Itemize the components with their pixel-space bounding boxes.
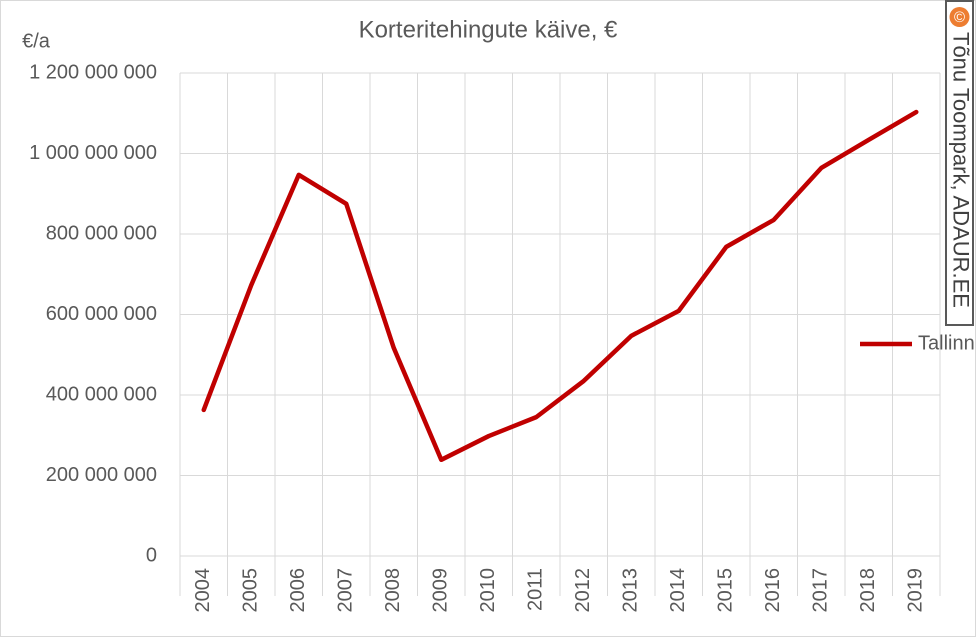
y-tick-label: 600 000 000 xyxy=(46,303,157,325)
watermark-box xyxy=(945,0,974,326)
x-tick-label: 2018 xyxy=(857,568,879,613)
x-tick-label: 2011 xyxy=(525,568,547,611)
x-tick-label: 2016 xyxy=(762,568,784,613)
chart-title: Korteritehingute käive, € xyxy=(359,16,618,43)
x-tick-label: 2005 xyxy=(240,568,262,613)
x-tick-label: 2009 xyxy=(430,568,452,613)
x-tick-label: 2019 xyxy=(905,568,927,613)
watermark-symbol: © xyxy=(954,9,965,26)
watermark-text: Tõnu Toompark, ADAUR.EE xyxy=(949,32,974,308)
x-tick-label: 2006 xyxy=(287,568,309,613)
y-tick-label: 800 000 000 xyxy=(46,222,157,244)
y-tick-label: 400 000 000 xyxy=(46,383,157,405)
x-tick-label: 2004 xyxy=(192,568,214,613)
x-tick-label: 2017 xyxy=(810,568,832,613)
x-tick-label: 2012 xyxy=(572,568,594,613)
x-tick-label: 2013 xyxy=(620,568,642,613)
watermark-icon xyxy=(949,7,970,27)
y-axis-label: €/a xyxy=(22,30,51,52)
x-tick-label: 2010 xyxy=(477,568,499,613)
x-tick-label: 2014 xyxy=(667,568,689,613)
line xyxy=(201,109,919,463)
y-tick-label: 0 xyxy=(146,544,157,566)
y-tick-label: 1 000 000 000 xyxy=(29,142,157,164)
x-tick-label: 2007 xyxy=(335,568,357,613)
y-tick-label: 1 200 000 000 xyxy=(29,61,157,83)
x-tick-label: 2015 xyxy=(715,568,737,613)
x-tick-label: 2008 xyxy=(382,568,404,613)
legend-label: Tallinn xyxy=(918,332,975,354)
y-tick-label: 200 000 000 xyxy=(46,464,157,486)
